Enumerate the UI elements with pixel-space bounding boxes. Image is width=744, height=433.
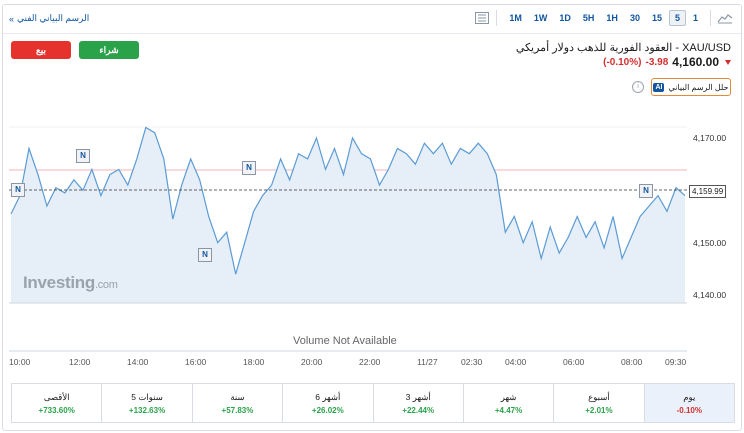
period-label: 6 أشهر: [315, 391, 341, 402]
period-change: +132.63%: [128, 405, 166, 415]
volume-note: Volume Not Available: [293, 335, 397, 347]
watermark-text: Investing: [23, 273, 95, 292]
performance-cell-active[interactable]: يوم -0.10%: [644, 384, 734, 422]
timeframe-1m[interactable]: 1M: [509, 13, 522, 23]
x-tick-label: 20:00: [301, 357, 323, 367]
timeframe-1h[interactable]: 1H: [606, 13, 618, 23]
news-marker[interactable]: N: [11, 183, 25, 197]
toolbar-divider: [496, 10, 498, 26]
news-marker[interactable]: N: [639, 184, 653, 198]
timeframe-1w[interactable]: 1W: [533, 13, 548, 23]
period-change: +57.83%: [221, 405, 254, 415]
period-label: شهر: [500, 391, 517, 402]
news-marker[interactable]: N: [76, 149, 90, 163]
x-tick-label: 22:00: [359, 357, 381, 367]
x-tick-label: 02:30: [461, 357, 483, 367]
info-icon[interactable]: i: [632, 81, 644, 93]
ai-badge: AI: [653, 82, 665, 92]
price-row: (-0.10%) -3.98 4,160.00: [603, 55, 731, 69]
buy-button[interactable]: شراء: [79, 41, 139, 59]
timeframe-1[interactable]: 1: [692, 13, 698, 23]
x-tick-label: 09:30: [665, 357, 687, 367]
period-label: يوم: [683, 391, 696, 402]
technical-chart-label: الرسم البياني الفني: [17, 13, 90, 23]
chart-widget: الرسم البياني الفني » 1M 1W 1D 5H 1H 30 …: [2, 4, 742, 431]
period-change: +733.60%: [38, 405, 75, 415]
period-label: 5 سنوات: [131, 391, 163, 402]
area-chart-icon[interactable]: [717, 10, 733, 26]
performance-table: الأقصى +733.60% 5 سنوات +132.63% سنة +57…: [11, 383, 735, 423]
x-tick-label: 04:00: [505, 357, 527, 367]
x-tick-label: 11/27: [417, 357, 438, 367]
period-change: +26.02%: [311, 405, 344, 415]
double-chevron-icon: »: [9, 13, 15, 24]
period-change: +2.01%: [585, 405, 613, 415]
x-tick-label: 06:00: [563, 357, 585, 367]
performance-cell[interactable]: سنة +57.83%: [193, 384, 284, 422]
price-line: [10, 126, 686, 275]
instrument-title: XAU/USD - العقود الفورية للذهب دولار أمر…: [515, 42, 731, 54]
bar-chart-icon[interactable]: [474, 10, 490, 26]
x-tick-label: 12:00: [69, 357, 91, 367]
price-area: [11, 127, 685, 303]
timeframe-15[interactable]: 15: [651, 13, 662, 23]
down-arrow-icon: [725, 59, 731, 65]
watermark-suffix: .com: [94, 279, 118, 291]
performance-cell[interactable]: 6 أشهر +26.02%: [283, 384, 374, 422]
x-tick-label: 18:00: [243, 357, 265, 367]
price-change: -3.98: [645, 56, 669, 68]
performance-cell[interactable]: 5 سنوات +132.63%: [102, 384, 193, 422]
current-price: 4,160.00: [672, 55, 719, 69]
performance-cell[interactable]: الأقصى +733.60%: [12, 384, 103, 422]
price-change-pct: (-0.10%): [603, 56, 642, 68]
analyze-chart-button[interactable]: حلل الرسم البياني AI: [651, 78, 731, 96]
analyze-chart-label: حلل الرسم البياني: [668, 82, 729, 92]
current-price-tag: 4,159.99: [689, 185, 727, 198]
y-tick-label: 4,140.00: [693, 290, 727, 300]
y-tick-label: 4,150.00: [693, 238, 727, 248]
period-change: +4.47%: [494, 405, 523, 415]
x-tick-label: 14:00: [127, 357, 149, 367]
performance-cell[interactable]: 3 أشهر +22.44%: [374, 384, 464, 422]
period-label: أسبوع: [588, 391, 610, 402]
sell-button[interactable]: بيع: [11, 41, 71, 59]
period-label: سنة: [230, 391, 245, 402]
timeframe-1d[interactable]: 1D: [559, 13, 571, 23]
price-chart: [9, 126, 687, 352]
performance-cell[interactable]: شهر +4.47%: [464, 384, 555, 422]
performance-cell[interactable]: أسبوع +2.01%: [554, 384, 645, 422]
period-label: الأقصى: [43, 391, 70, 402]
news-marker[interactable]: N: [242, 161, 256, 175]
period-change: +22.44%: [402, 405, 435, 415]
news-marker[interactable]: N: [198, 248, 212, 262]
timeframe-5[interactable]: 5: [668, 10, 686, 26]
period-change: -0.10%: [676, 405, 702, 415]
period-label: 3 أشهر: [405, 391, 431, 402]
toolbar-divider: [710, 10, 711, 26]
chart-toolbar: الرسم البياني الفني » 1M 1W 1D 5H 1H 30 …: [3, 5, 741, 34]
timeframe-30[interactable]: 30: [629, 13, 640, 23]
technical-chart-link[interactable]: الرسم البياني الفني »: [9, 13, 89, 24]
timeframe-selector: 1M 1W 1D 5H 1H 30 15 5 1: [474, 10, 733, 26]
investing-watermark: Investing.com: [23, 273, 118, 293]
x-tick-label: 16:00: [185, 357, 207, 367]
x-tick-label: 10:00: [9, 357, 31, 367]
y-tick-label: 4,170.00: [693, 133, 727, 143]
timeframe-5h[interactable]: 5H: [582, 13, 595, 23]
x-tick-label: 08:00: [621, 357, 643, 367]
